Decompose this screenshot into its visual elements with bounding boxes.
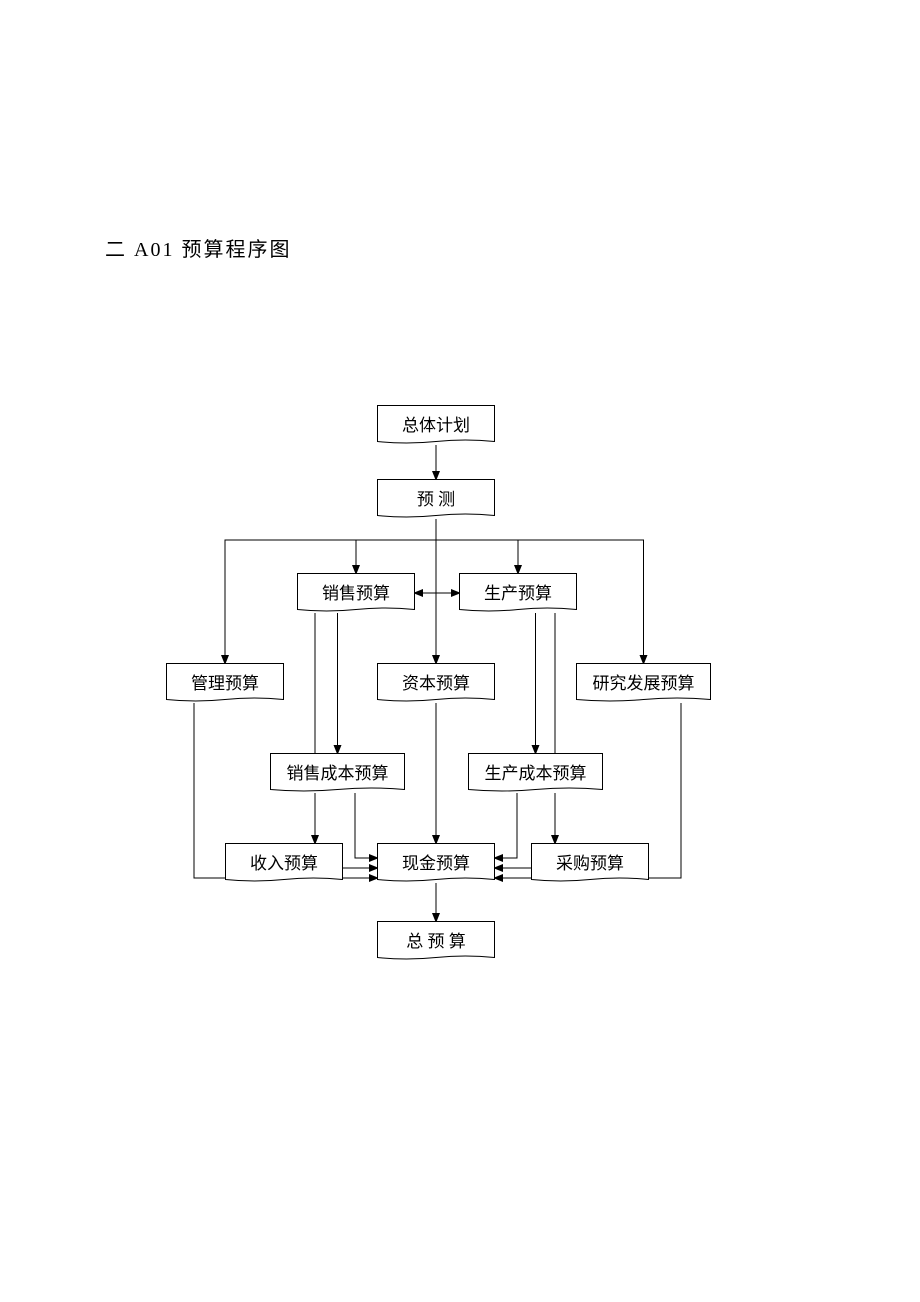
node-label: 采购预算 <box>556 849 624 874</box>
node-label: 销售成本预算 <box>287 759 389 784</box>
flowchart-node-overall_plan: 总体计划 <box>377 405 495 445</box>
node-label: 资本预算 <box>402 669 470 694</box>
node-label: 研究发展预算 <box>593 669 695 694</box>
node-label: 收入预算 <box>250 849 318 874</box>
node-label: 总体计划 <box>402 411 470 436</box>
node-label: 管理预算 <box>191 669 259 694</box>
flowchart-node-sales_cost: 销售成本预算 <box>270 753 405 793</box>
node-label: 预 测 <box>417 485 455 510</box>
flowchart-node-sales_budget: 销售预算 <box>297 573 415 613</box>
flowchart-node-prod_budget: 生产预算 <box>459 573 577 613</box>
flowchart-node-income_budget: 收入预算 <box>225 843 343 883</box>
flowchart-node-rd_budget: 研究发展预算 <box>576 663 711 703</box>
node-label: 销售预算 <box>322 579 390 604</box>
node-label: 总 预 算 <box>406 927 466 952</box>
flowchart-node-forecast: 预 测 <box>377 479 495 519</box>
flowchart-node-prod_cost: 生产成本预算 <box>468 753 603 793</box>
node-label: 生产成本预算 <box>485 759 587 784</box>
node-label: 现金预算 <box>402 849 470 874</box>
flowchart-nodes: 总体计划预 测销售预算 生产预算管理预算 资本预算 研究发展预算销售成本预算 生产成本预… <box>0 0 920 1302</box>
flowchart-node-purchase_budget: 采购预算 <box>531 843 649 883</box>
node-label: 生产预算 <box>484 579 552 604</box>
flowchart-node-total_budget: 总 预 算 <box>377 921 495 961</box>
flowchart-node-capital_budget: 资本预算 <box>377 663 495 703</box>
flowchart-node-admin_budget: 管理预算 <box>166 663 284 703</box>
flowchart-node-cash_budget: 现金预算 <box>377 843 495 883</box>
